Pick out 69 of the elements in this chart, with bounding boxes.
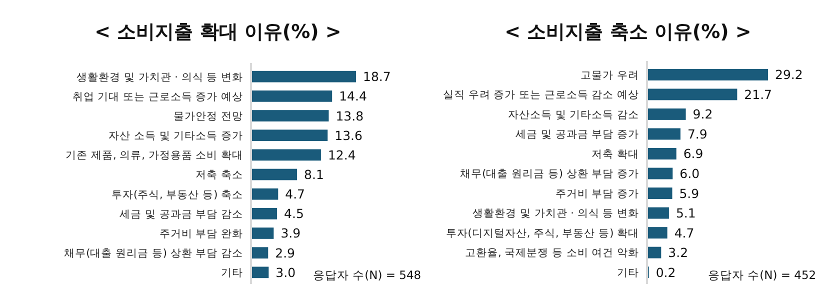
y-tick-label: 물가안정 전망 [174,110,243,122]
bar [648,128,680,140]
y-tick-label: 주거비 부담 완화 [159,228,243,240]
data-label: 3.0 [276,264,296,280]
data-label: 4.5 [284,206,304,222]
y-tick-label: 기타 [221,267,243,280]
data-label: 6.9 [683,146,704,162]
bar [648,227,668,239]
bar [648,148,676,160]
bar [648,207,669,219]
y-tick-label: 주거비 부담 증가 [555,188,639,200]
y-tick-label: 자산소득 및 기타소득 감소 [508,108,639,121]
bar [252,130,328,142]
data-label: 3.9 [280,226,301,241]
data-label: 2.9 [275,245,296,260]
bar [252,266,269,278]
y-tick-label: 세금 및 공과금 부담 감소 [120,208,243,220]
y-tick-label: 생활환경 및 가치관 · 의식 등 변화 [472,208,639,220]
y-tick-label: 저축 확대 [592,148,639,160]
y-tick-label: 저축 축소 [196,169,243,182]
y-tick-label: 채무(대출 원리금 등) 상환 부담 증가 [460,168,639,180]
bar [252,168,298,180]
y-tick-label: 고환율, 국제분쟁 등 소비 여건 악화 [464,247,639,260]
y-tick-label: 실직 우려 증가 또는 근로소득 감소 예상 [442,89,639,102]
data-label: 21.7 [744,86,772,102]
data-label: 9.2 [692,106,713,122]
data-label: 12.4 [328,147,356,162]
data-label: 0.2 [656,264,676,280]
data-label: 7.9 [687,126,708,142]
bar [648,68,768,80]
bar [252,90,332,102]
bar [252,208,278,220]
y-tick-label: 생활환경 및 가치관 · 의식 등 변화 [76,71,243,84]
bar [648,108,686,120]
y-tick-label: 기존 제품, 의류, 가정용품 소비 확대 [66,150,243,162]
data-label: 4.7 [285,186,306,202]
annotation: 응답자 수(N) = 452 [708,268,816,282]
bar [252,188,278,200]
y-tick-label: 취업 기대 또는 근로소득 증가 예상 [72,90,243,103]
annotation: 응답자 수(N) = 548 [313,268,422,282]
y-tick-label: 자산 소득 및 기타소득 증가 [108,130,243,142]
data-label: 4.7 [674,225,694,240]
y-tick-label: 기타 [617,266,639,279]
bar [252,247,268,259]
y-tick-label: 투자(주식, 부동산 등) 축소 [111,188,243,201]
y-tick-label: 고물가 우려 [580,69,639,82]
y-tick-label: 채무(대출 원리금 등) 상환 부담 감소 [64,248,243,260]
y-tick-label: 투자(디지털자산, 주식, 부동산 등) 확대 [446,227,639,240]
bar [648,168,673,180]
data-label: 14.4 [339,88,367,104]
bar [648,188,672,199]
data-label: 5.1 [676,206,696,221]
data-label: 8.1 [304,167,324,182]
bar [252,228,274,239]
data-label: 13.6 [334,128,363,143]
chart-title: < 소비지출 축소 이유(%) > [504,21,752,43]
data-label: 6.0 [680,166,700,181]
bar [648,88,738,100]
data-label: 29.2 [775,67,803,82]
bar [648,246,662,258]
data-label: 18.7 [363,69,391,84]
y-tick-label: 세금 및 공과금 부담 증가 [516,128,639,141]
bar [252,149,321,161]
chart-title: < 소비지출 확대 이유(%) > [94,21,342,43]
data-label: 3.2 [668,245,688,260]
bar [252,70,356,82]
bar [252,110,329,122]
data-label: 13.8 [336,108,364,124]
data-label: 5.9 [679,186,700,201]
